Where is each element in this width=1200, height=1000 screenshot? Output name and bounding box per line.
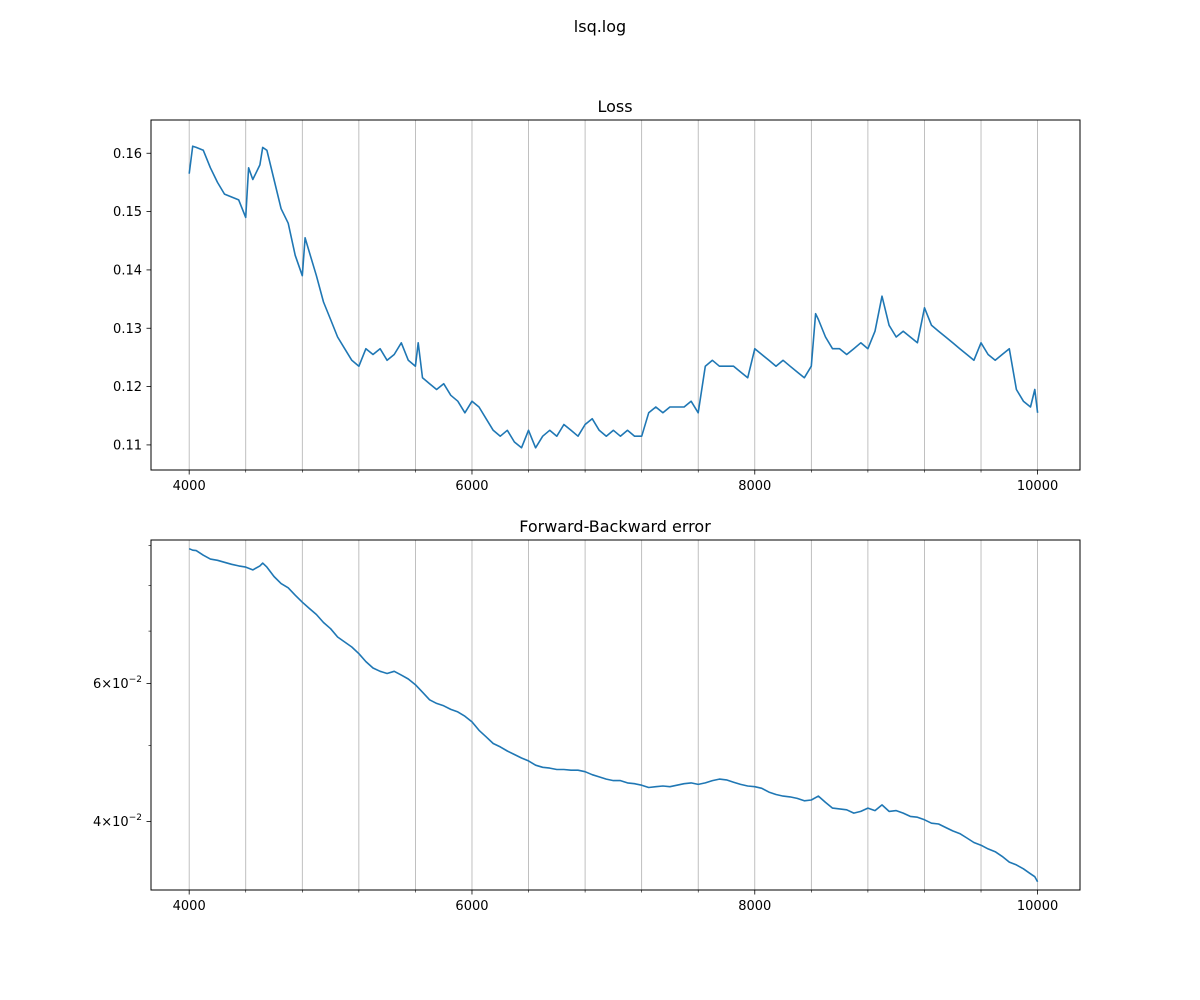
- loss-plot-y-ticks: 0.11 0.12 0.13 0.14 0.15 0.16: [113, 147, 151, 453]
- loss-plot-x-tick-label: 8000: [738, 479, 771, 494]
- loss-plot-y-tick-label: 0.12: [113, 380, 142, 395]
- loss-plot-frame: [150, 119, 1081, 471]
- loss-plot-title: Loss: [597, 97, 632, 116]
- loss-plot-series: [188, 145, 1039, 449]
- loss-plot-x-tick-label: 6000: [455, 479, 488, 494]
- forward-backward-error-plot-series: [188, 547, 1039, 883]
- forward-backward-error-plot-series-line: [188, 547, 1039, 883]
- forward-backward-error-plot: Forward-Backward error 4000 6000 8000 10000…: [93, 517, 1081, 914]
- forward-backward-error-plot-y-ticks: 4×10−2 6×10−2: [93, 545, 151, 830]
- loss-plot-y-tick-label: 0.16: [113, 147, 142, 162]
- forward-backward-error-plot-y-tick-label: 4×10−2: [93, 813, 142, 830]
- forward-backward-error-plot-frame: [150, 539, 1081, 891]
- forward-backward-error-plot-x-ticks: 4000 6000 8000 10000: [173, 890, 1058, 914]
- loss-plot: Loss 4000 6000 8000 10000 0.110.120.130.140…: [113, 97, 1081, 494]
- forward-backward-error-plot-x-tick-label: 6000: [455, 899, 488, 914]
- loss-plot-y-tick-label: 0.13: [113, 322, 142, 337]
- loss-plot-y-tick-label: 0.14: [113, 263, 142, 278]
- forward-backward-error-plot-x-tick-label: 10000: [1017, 899, 1058, 914]
- figure-suptitle: lsq.log: [574, 17, 626, 36]
- loss-plot-x-ticks: 4000 6000 8000 10000: [173, 470, 1058, 494]
- loss-plot-y-tick-label: 0.11: [113, 438, 142, 453]
- loss-plot-x-tick-label: 4000: [173, 479, 206, 494]
- forward-backward-error-plot-x-tick-label: 4000: [173, 899, 206, 914]
- forward-backward-error-plot-y-tick-label: 6×10−2: [93, 675, 142, 692]
- forward-backward-error-plot-grid: [188, 540, 1038, 890]
- forward-backward-error-plot-title: Forward-Backward error: [519, 517, 711, 536]
- forward-backward-error-plot-x-tick-label: 8000: [738, 899, 771, 914]
- loss-plot-x-tick-label: 10000: [1017, 479, 1058, 494]
- loss-plot-series-line: [188, 145, 1039, 449]
- loss-plot-y-tick-label: 0.15: [113, 205, 142, 220]
